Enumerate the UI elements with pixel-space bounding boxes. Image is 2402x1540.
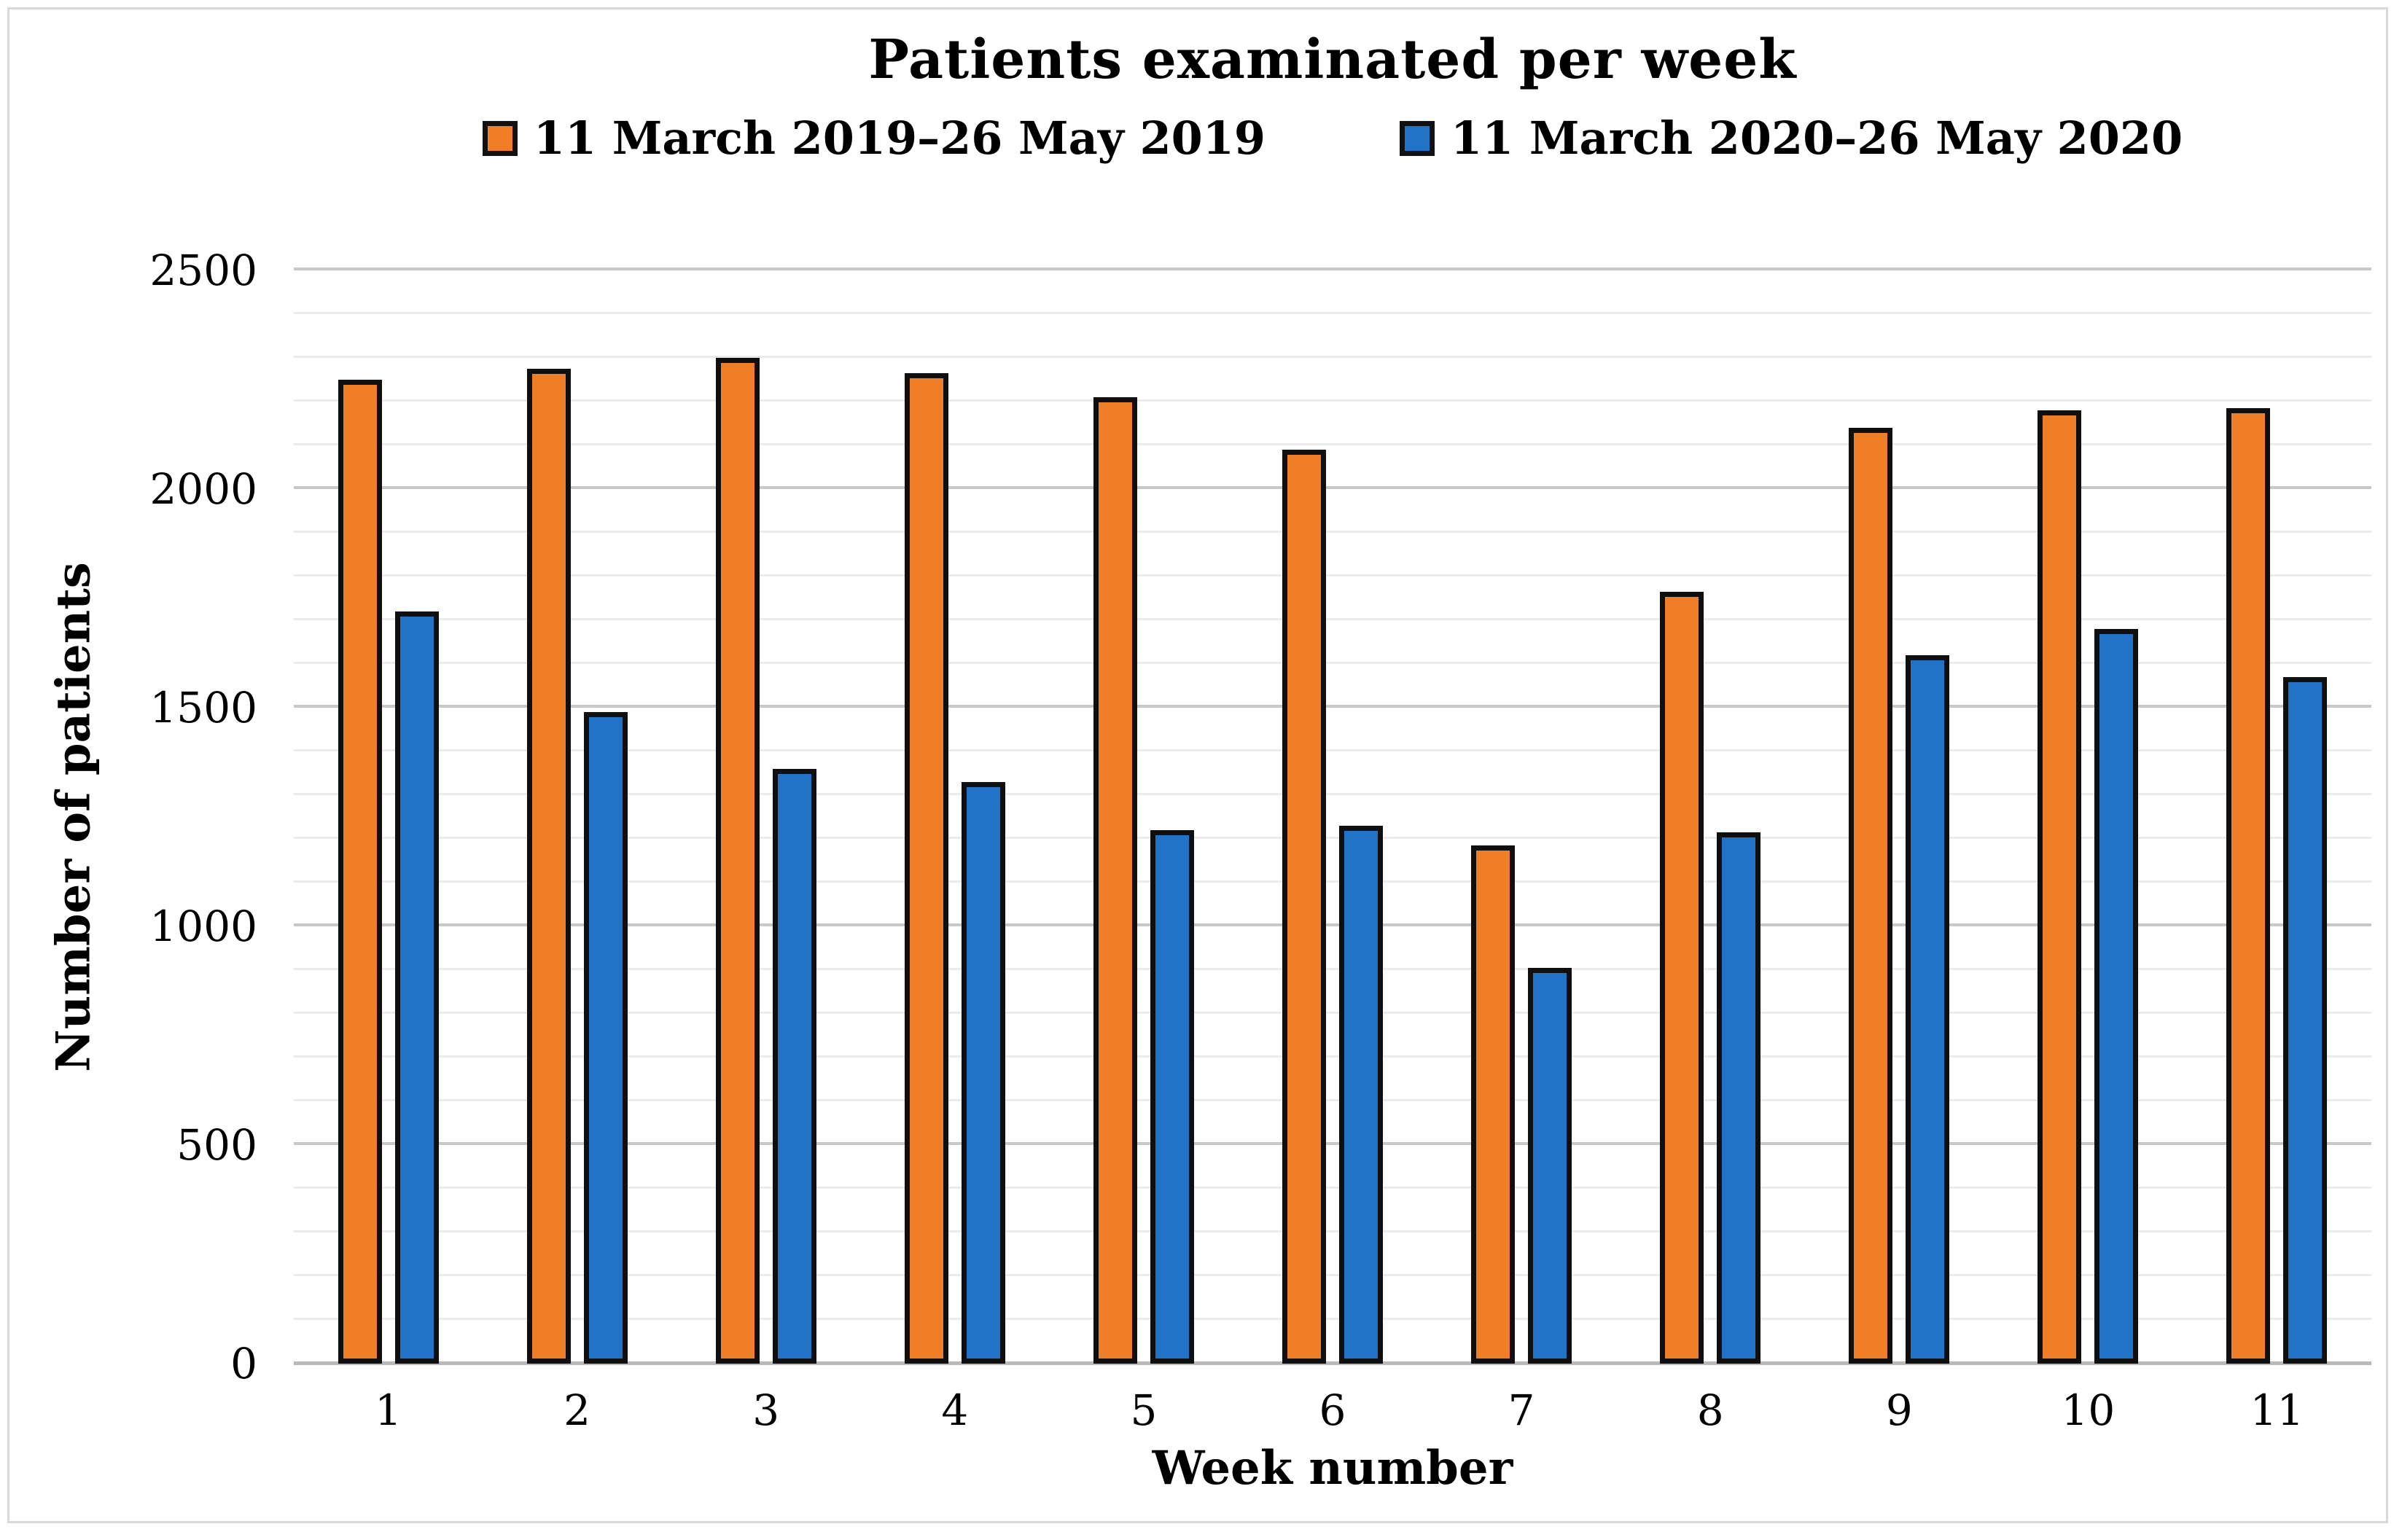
bar-week2-series1	[526, 369, 571, 1364]
bar-week10-series1	[2038, 410, 2082, 1364]
x-tick-label: 6	[1319, 1385, 1346, 1435]
x-axis-title: Week number	[1152, 1441, 1513, 1496]
major-gridline	[294, 705, 2371, 708]
minor-gridline	[294, 968, 2371, 970]
x-tick-label: 9	[1885, 1385, 1913, 1435]
y-tick-label: 2500	[149, 246, 257, 295]
major-gridline	[294, 486, 2371, 489]
minor-gridline	[294, 443, 2371, 445]
bar-week8-series1	[1660, 592, 1704, 1364]
bar-week3-series1	[715, 358, 760, 1364]
major-gridline	[294, 923, 2371, 926]
bar-week5-series1	[1093, 397, 1137, 1364]
legend-marker-2020-icon	[1400, 120, 1435, 156]
x-tick-label: 11	[2250, 1385, 2304, 1435]
minor-gridline	[294, 880, 2371, 883]
minor-gridline	[294, 1055, 2371, 1058]
minor-gridline	[294, 1274, 2371, 1276]
bar-week2-series2	[583, 712, 628, 1364]
bar-week4-series1	[904, 373, 948, 1364]
y-tick-label: 500	[176, 1120, 257, 1170]
chart-title: Patients examinated per week	[868, 28, 1797, 91]
minor-gridline	[294, 1318, 2371, 1320]
x-tick-label: 8	[1696, 1385, 1724, 1435]
figure-frame: Patients examinated per week 11 March 20…	[7, 7, 2388, 1523]
minor-gridline	[294, 749, 2371, 751]
bar-week8-series2	[1717, 832, 1761, 1364]
bar-week6-series1	[1282, 450, 1326, 1364]
bar-week3-series2	[772, 769, 816, 1364]
major-gridline	[294, 267, 2371, 270]
minor-gridline	[294, 574, 2371, 576]
x-tick-label: 2	[564, 1385, 591, 1435]
bar-week6-series2	[1339, 826, 1383, 1364]
bar-week7-series2	[1528, 968, 1572, 1364]
bar-week1-series2	[394, 611, 439, 1364]
minor-gridline	[294, 793, 2371, 795]
x-tick-label: 4	[941, 1385, 969, 1435]
minor-gridline	[294, 1012, 2371, 1014]
minor-gridline	[294, 1099, 2371, 1101]
y-tick-label: 1500	[149, 683, 257, 732]
bar-week11-series1	[2226, 408, 2271, 1364]
y-axis-title: Number of patients	[46, 562, 101, 1072]
minor-gridline	[294, 312, 2371, 314]
minor-gridline	[294, 662, 2371, 664]
y-tick-label: 1000	[149, 902, 257, 951]
minor-gridline	[294, 1187, 2371, 1189]
legend-label-2019: 11 March 2019–26 May 2019	[533, 112, 1266, 165]
bar-week11-series2	[2283, 677, 2328, 1364]
bar-week4-series2	[961, 782, 1005, 1364]
x-tick-label: 3	[752, 1385, 780, 1435]
minor-gridline	[294, 399, 2371, 402]
plot-area	[294, 267, 2371, 1365]
bar-week1-series1	[338, 380, 382, 1364]
x-tick-label: 1	[375, 1385, 402, 1435]
legend-marker-2019-icon	[482, 120, 518, 156]
x-axis-baseline	[294, 1361, 2371, 1365]
legend-item-2019: 11 March 2019–26 May 2019	[482, 112, 1266, 165]
x-tick-label: 10	[2061, 1385, 2116, 1435]
minor-gridline	[294, 356, 2371, 358]
bar-week9-series2	[1906, 655, 1950, 1364]
major-gridline	[294, 1142, 2371, 1145]
y-tick-label: 0	[230, 1339, 257, 1388]
bar-week7-series1	[1471, 845, 1516, 1364]
y-tick-label: 2000	[149, 464, 257, 514]
bar-week9-series1	[1849, 428, 1893, 1364]
bar-week5-series2	[1150, 830, 1194, 1364]
legend: 11 March 2019–26 May 2019 11 March 2020–…	[294, 112, 2371, 165]
minor-gridline	[294, 531, 2371, 533]
minor-gridline	[294, 618, 2371, 620]
bar-week10-series2	[2094, 629, 2139, 1364]
x-tick-label: 5	[1130, 1385, 1158, 1435]
minor-gridline	[294, 837, 2371, 839]
minor-gridline	[294, 1230, 2371, 1232]
x-tick-label: 7	[1508, 1385, 1535, 1435]
legend-label-2020: 11 March 2020–26 May 2020	[1451, 112, 2183, 165]
legend-item-2020: 11 March 2020–26 May 2020	[1400, 112, 2183, 165]
